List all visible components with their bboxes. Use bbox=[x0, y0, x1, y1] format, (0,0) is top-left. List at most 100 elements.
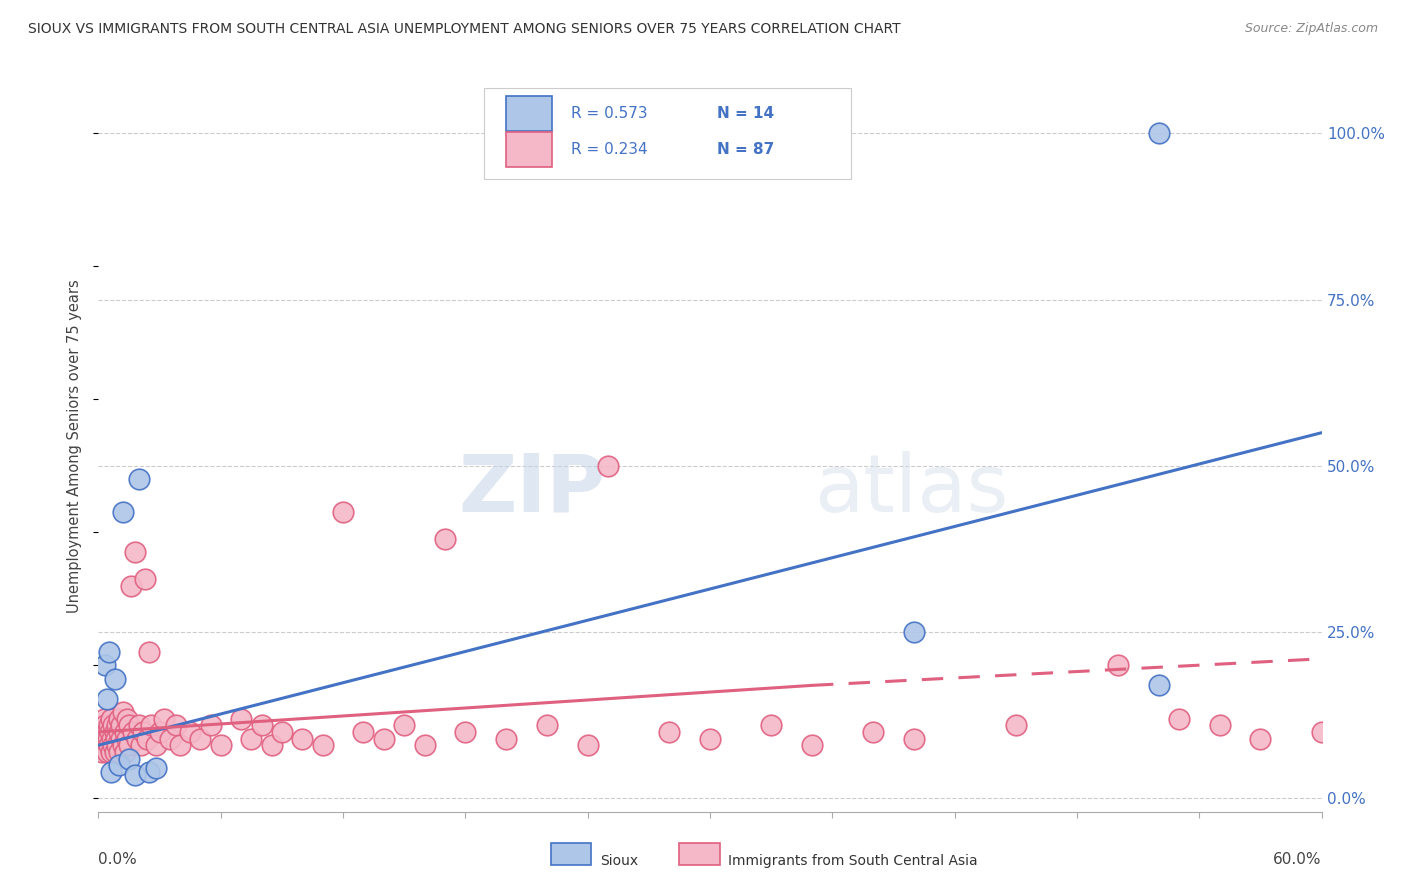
Point bbox=[104, 731, 127, 746]
Point bbox=[98, 725, 121, 739]
Point bbox=[200, 718, 222, 732]
Point bbox=[165, 718, 187, 732]
Point bbox=[658, 725, 681, 739]
Point bbox=[291, 731, 314, 746]
Point bbox=[169, 738, 191, 752]
Point bbox=[110, 718, 132, 732]
Point bbox=[312, 738, 335, 752]
Text: 0.0%: 0.0% bbox=[98, 852, 138, 867]
Text: 60.0%: 60.0% bbox=[1274, 852, 1322, 867]
Point bbox=[93, 712, 115, 726]
Point bbox=[240, 731, 263, 746]
Point bbox=[104, 672, 127, 686]
Point bbox=[231, 712, 253, 726]
Point bbox=[138, 645, 160, 659]
Point bbox=[118, 751, 141, 765]
Point bbox=[454, 725, 477, 739]
Text: ZIP: ZIP bbox=[458, 450, 606, 529]
Point bbox=[801, 738, 824, 752]
Text: atlas: atlas bbox=[814, 450, 1008, 529]
Point bbox=[1167, 712, 1189, 726]
Point bbox=[128, 718, 150, 732]
Point bbox=[120, 579, 142, 593]
Point bbox=[129, 738, 152, 752]
Point bbox=[134, 572, 156, 586]
Point bbox=[104, 745, 127, 759]
Bar bbox=[679, 843, 720, 865]
Point bbox=[179, 725, 201, 739]
Point bbox=[759, 718, 782, 732]
Point bbox=[270, 725, 294, 739]
Point bbox=[392, 718, 416, 732]
Point bbox=[862, 725, 884, 739]
Point bbox=[111, 705, 134, 719]
Point bbox=[145, 738, 167, 752]
Point bbox=[145, 762, 167, 776]
Text: N = 87: N = 87 bbox=[717, 142, 775, 157]
Bar bbox=[506, 132, 553, 168]
Point bbox=[97, 738, 120, 752]
Point bbox=[115, 712, 138, 726]
Point bbox=[91, 745, 114, 759]
Text: N = 14: N = 14 bbox=[717, 105, 775, 120]
Point bbox=[1249, 731, 1271, 746]
Point bbox=[108, 725, 131, 739]
Point bbox=[93, 731, 115, 746]
Point bbox=[111, 738, 134, 752]
Point bbox=[96, 691, 118, 706]
Point bbox=[101, 738, 124, 752]
Point bbox=[108, 712, 131, 726]
Point bbox=[105, 738, 128, 752]
Point bbox=[93, 718, 115, 732]
Bar bbox=[506, 95, 553, 131]
Point bbox=[96, 745, 118, 759]
Point bbox=[90, 725, 112, 739]
Point bbox=[97, 645, 120, 659]
Point bbox=[127, 731, 149, 746]
Bar bbox=[484, 87, 851, 179]
Point bbox=[124, 545, 146, 559]
Point bbox=[122, 725, 145, 739]
Point bbox=[100, 712, 122, 726]
Point bbox=[128, 472, 150, 486]
Point bbox=[373, 731, 395, 746]
Point bbox=[114, 725, 136, 739]
Point bbox=[108, 745, 131, 759]
Point bbox=[159, 731, 181, 746]
Point bbox=[104, 725, 127, 739]
Text: SIOUX VS IMMIGRANTS FROM SOUTH CENTRAL ASIA UNEMPLOYMENT AMONG SENIORS OVER 75 Y: SIOUX VS IMMIGRANTS FROM SOUTH CENTRAL A… bbox=[28, 22, 901, 37]
Point bbox=[332, 506, 354, 520]
Point bbox=[132, 725, 155, 739]
Point bbox=[97, 731, 120, 746]
Point bbox=[495, 731, 517, 746]
Point bbox=[138, 764, 160, 779]
Point bbox=[94, 738, 117, 752]
Point bbox=[1208, 718, 1232, 732]
Point bbox=[596, 458, 619, 473]
Point bbox=[1147, 127, 1170, 141]
Point bbox=[250, 718, 273, 732]
Bar bbox=[551, 843, 592, 865]
Text: Sioux: Sioux bbox=[600, 855, 638, 868]
Point bbox=[903, 731, 925, 746]
Point bbox=[108, 758, 131, 772]
Point bbox=[89, 738, 111, 752]
Point bbox=[903, 625, 925, 640]
Point bbox=[209, 738, 232, 752]
Point bbox=[114, 745, 136, 759]
Point bbox=[101, 718, 124, 732]
Point bbox=[100, 764, 122, 779]
Point bbox=[118, 718, 141, 732]
Point bbox=[576, 738, 599, 752]
Point bbox=[93, 658, 115, 673]
Point bbox=[699, 731, 721, 746]
Point bbox=[124, 768, 146, 782]
Text: R = 0.234: R = 0.234 bbox=[571, 142, 647, 157]
Point bbox=[152, 712, 174, 726]
Text: Source: ZipAtlas.com: Source: ZipAtlas.com bbox=[1244, 22, 1378, 36]
Point bbox=[352, 725, 374, 739]
Point bbox=[100, 731, 122, 746]
Point bbox=[111, 506, 134, 520]
Point bbox=[141, 718, 163, 732]
Text: Immigrants from South Central Asia: Immigrants from South Central Asia bbox=[728, 855, 979, 868]
